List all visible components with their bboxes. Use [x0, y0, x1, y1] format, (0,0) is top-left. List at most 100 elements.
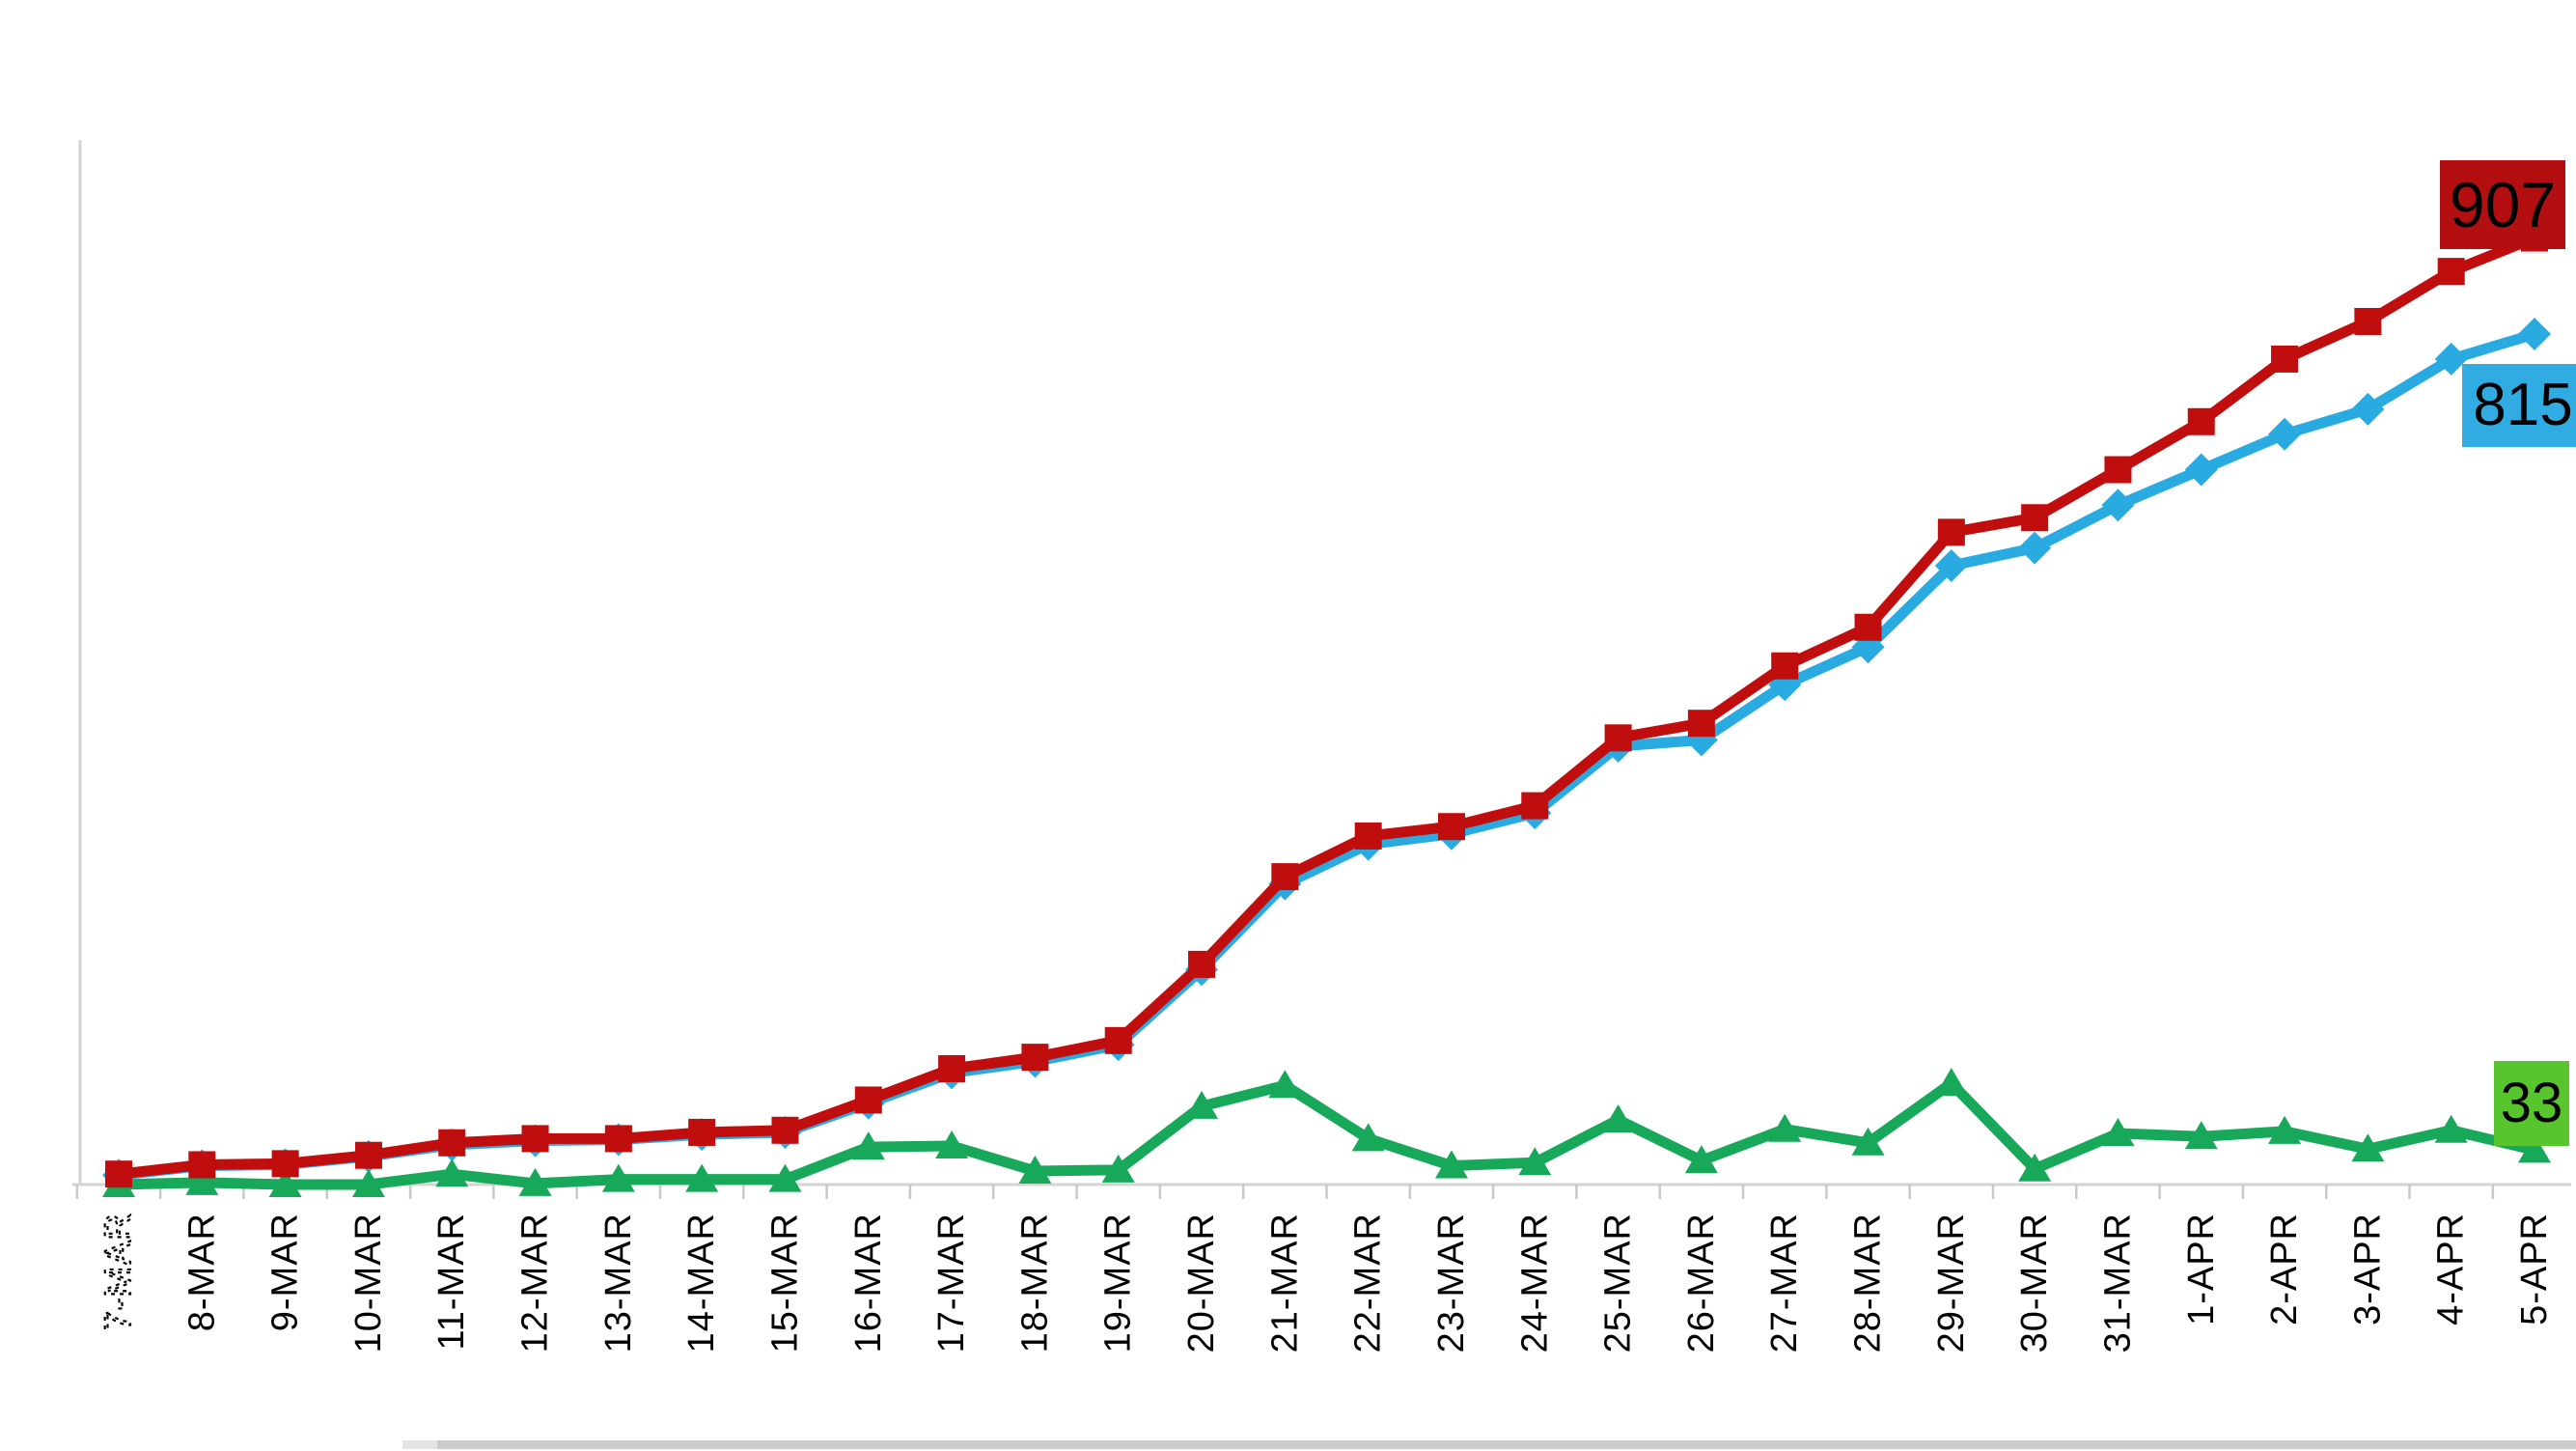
red-series-line: [113, 233, 2540, 1180]
red-series-marker: [1104, 1026, 1132, 1054]
green-series-marker: [1101, 1154, 1135, 1183]
green-series-marker: [1018, 1155, 1052, 1184]
green-series-marker: [1768, 1113, 1802, 1142]
red-series-marker: [854, 1086, 882, 1114]
green-series-marker: [685, 1163, 719, 1192]
x-axis-label: 7-MAR: [98, 1213, 139, 1331]
red-series-marker: [1604, 724, 1632, 752]
x-axis-label: 8-MAR: [181, 1213, 222, 1331]
green-series-marker: [768, 1163, 802, 1192]
blue-series-marker: [2184, 453, 2218, 487]
x-axis-label: 13-MAR: [598, 1213, 639, 1353]
x-axis-label: 11-MAR: [431, 1213, 472, 1351]
red-series-marker: [2271, 345, 2299, 373]
blue-series-marker: [2101, 488, 2135, 522]
green-series-marker: [935, 1130, 969, 1159]
red-series-marker: [1521, 792, 1549, 820]
window-edge-divider-cap: [402, 1440, 437, 1449]
blue-series-marker: [2434, 342, 2468, 376]
blue-series-marker: [1934, 548, 1968, 582]
red-series-marker: [938, 1055, 966, 1083]
red-series-marker: [1354, 822, 1382, 850]
red-series-marker: [521, 1125, 549, 1153]
red-series-marker: [1771, 652, 1799, 680]
red-series-marker: [1437, 813, 1465, 841]
red-series-marker: [2354, 308, 2382, 336]
x-axis-label: 4-APR: [2431, 1213, 2472, 1325]
green-series-marker: [2434, 1114, 2468, 1143]
red-series-marker: [771, 1116, 799, 1144]
red-series-marker: [105, 1160, 132, 1188]
x-axis-label: 18-MAR: [1014, 1213, 1055, 1353]
x-axis-label: 28-MAR: [1848, 1213, 1889, 1353]
blue-series-marker: [2268, 417, 2302, 451]
red-series-marker: [354, 1141, 382, 1169]
data-label-815: 815: [2462, 364, 2576, 447]
x-axis-label: 16-MAR: [848, 1213, 889, 1353]
green-series-line: [113, 1077, 2540, 1190]
x-axis-label: 19-MAR: [1098, 1213, 1139, 1353]
blue-series-marker: [2018, 531, 2052, 565]
x-axis-label: 25-MAR: [1598, 1213, 1639, 1353]
x-axis-label: 12-MAR: [515, 1213, 556, 1353]
data-label-33: 33: [2494, 1061, 2569, 1146]
green-series-marker: [1851, 1127, 1885, 1156]
red-series-marker: [604, 1125, 632, 1153]
x-axis-label: 5-APR: [2514, 1213, 2555, 1325]
green-series-marker: [351, 1169, 385, 1197]
red-series-marker: [438, 1129, 466, 1157]
green-series-marker: [2101, 1118, 2135, 1147]
red-series-marker: [1188, 950, 1216, 978]
x-axis-label: 1-APR: [2181, 1213, 2222, 1325]
green-series-marker: [185, 1166, 219, 1195]
x-axis-label: 26-MAR: [1681, 1213, 1722, 1353]
red-series-marker: [1937, 518, 1965, 546]
red-series-marker: [2187, 407, 2215, 435]
red-series-marker: [188, 1151, 216, 1179]
x-axis-label: 2-APR: [2264, 1213, 2305, 1325]
window-edge-divider: [402, 1440, 2576, 1449]
green-series-marker: [1684, 1145, 1718, 1174]
green-series-marker: [1268, 1070, 1302, 1099]
x-axis-label: 14-MAR: [681, 1213, 722, 1353]
x-axis-label: 10-MAR: [348, 1213, 389, 1353]
red-series-marker: [2104, 456, 2132, 484]
green-series-marker: [2518, 1134, 2551, 1163]
green-series-marker: [1518, 1147, 1552, 1176]
x-axis-label: 24-MAR: [1514, 1213, 1555, 1353]
green-series-marker: [2268, 1115, 2302, 1144]
red-series-marker: [2021, 504, 2049, 532]
data-label-907: 907: [2440, 160, 2565, 249]
green-series-marker: [601, 1163, 635, 1192]
x-axis-label: 9-MAR: [265, 1213, 306, 1331]
red-series-marker: [2437, 258, 2465, 286]
blue-series-line: [113, 328, 2540, 1181]
red-series-marker: [688, 1118, 716, 1146]
red-series-marker: [1271, 863, 1299, 891]
green-series-marker: [435, 1158, 469, 1187]
green-series-marker: [2018, 1153, 2052, 1182]
green-series-marker: [1351, 1123, 1385, 1152]
x-axis-label: 17-MAR: [931, 1213, 972, 1353]
green-series-marker: [268, 1169, 302, 1197]
x-axis-label: 27-MAR: [1764, 1213, 1805, 1353]
green-series-marker: [851, 1131, 885, 1160]
x-axis-label: 29-MAR: [1931, 1213, 1972, 1353]
red-series-marker: [1687, 710, 1715, 738]
x-axis-label: 21-MAR: [1264, 1213, 1305, 1353]
x-axis-label: 3-APR: [2347, 1213, 2388, 1325]
green-series-marker: [2184, 1121, 2218, 1150]
green-series-marker: [2351, 1133, 2385, 1162]
red-series-marker: [1854, 613, 1882, 641]
red-series-marker: [1021, 1044, 1049, 1072]
green-series-marker: [1601, 1103, 1635, 1132]
green-series-marker: [518, 1167, 552, 1196]
green-series-marker: [1185, 1090, 1219, 1119]
x-axis-label: 20-MAR: [1181, 1213, 1222, 1353]
blue-series-marker: [2351, 392, 2385, 426]
x-axis-label: 15-MAR: [764, 1213, 805, 1353]
red-series-marker: [271, 1150, 299, 1178]
x-axis-label: 30-MAR: [2014, 1213, 2055, 1353]
